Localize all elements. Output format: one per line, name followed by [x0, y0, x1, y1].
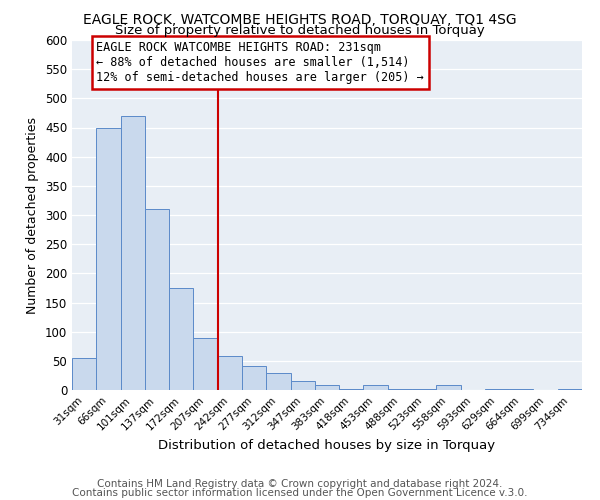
Text: EAGLE ROCK, WATCOMBE HEIGHTS ROAD, TORQUAY, TQ1 4SG: EAGLE ROCK, WATCOMBE HEIGHTS ROAD, TORQU… — [83, 12, 517, 26]
Bar — [266, 372, 290, 390]
X-axis label: Distribution of detached houses by size in Torquay: Distribution of detached houses by size … — [158, 438, 496, 452]
Bar — [218, 356, 242, 390]
Text: Size of property relative to detached houses in Torquay: Size of property relative to detached ho… — [115, 24, 485, 37]
Bar — [121, 116, 145, 390]
Bar — [145, 209, 169, 390]
Bar — [315, 386, 339, 390]
Bar — [242, 366, 266, 390]
Bar — [169, 288, 193, 390]
Bar — [290, 381, 315, 390]
Text: Contains public sector information licensed under the Open Government Licence v.: Contains public sector information licen… — [72, 488, 528, 498]
Bar — [72, 358, 96, 390]
Bar — [364, 386, 388, 390]
Bar — [193, 338, 218, 390]
Bar — [436, 386, 461, 390]
Text: Contains HM Land Registry data © Crown copyright and database right 2024.: Contains HM Land Registry data © Crown c… — [97, 479, 503, 489]
Y-axis label: Number of detached properties: Number of detached properties — [26, 116, 40, 314]
Bar — [96, 128, 121, 390]
Text: EAGLE ROCK WATCOMBE HEIGHTS ROAD: 231sqm
← 88% of detached houses are smaller (1: EAGLE ROCK WATCOMBE HEIGHTS ROAD: 231sqm… — [96, 41, 424, 84]
